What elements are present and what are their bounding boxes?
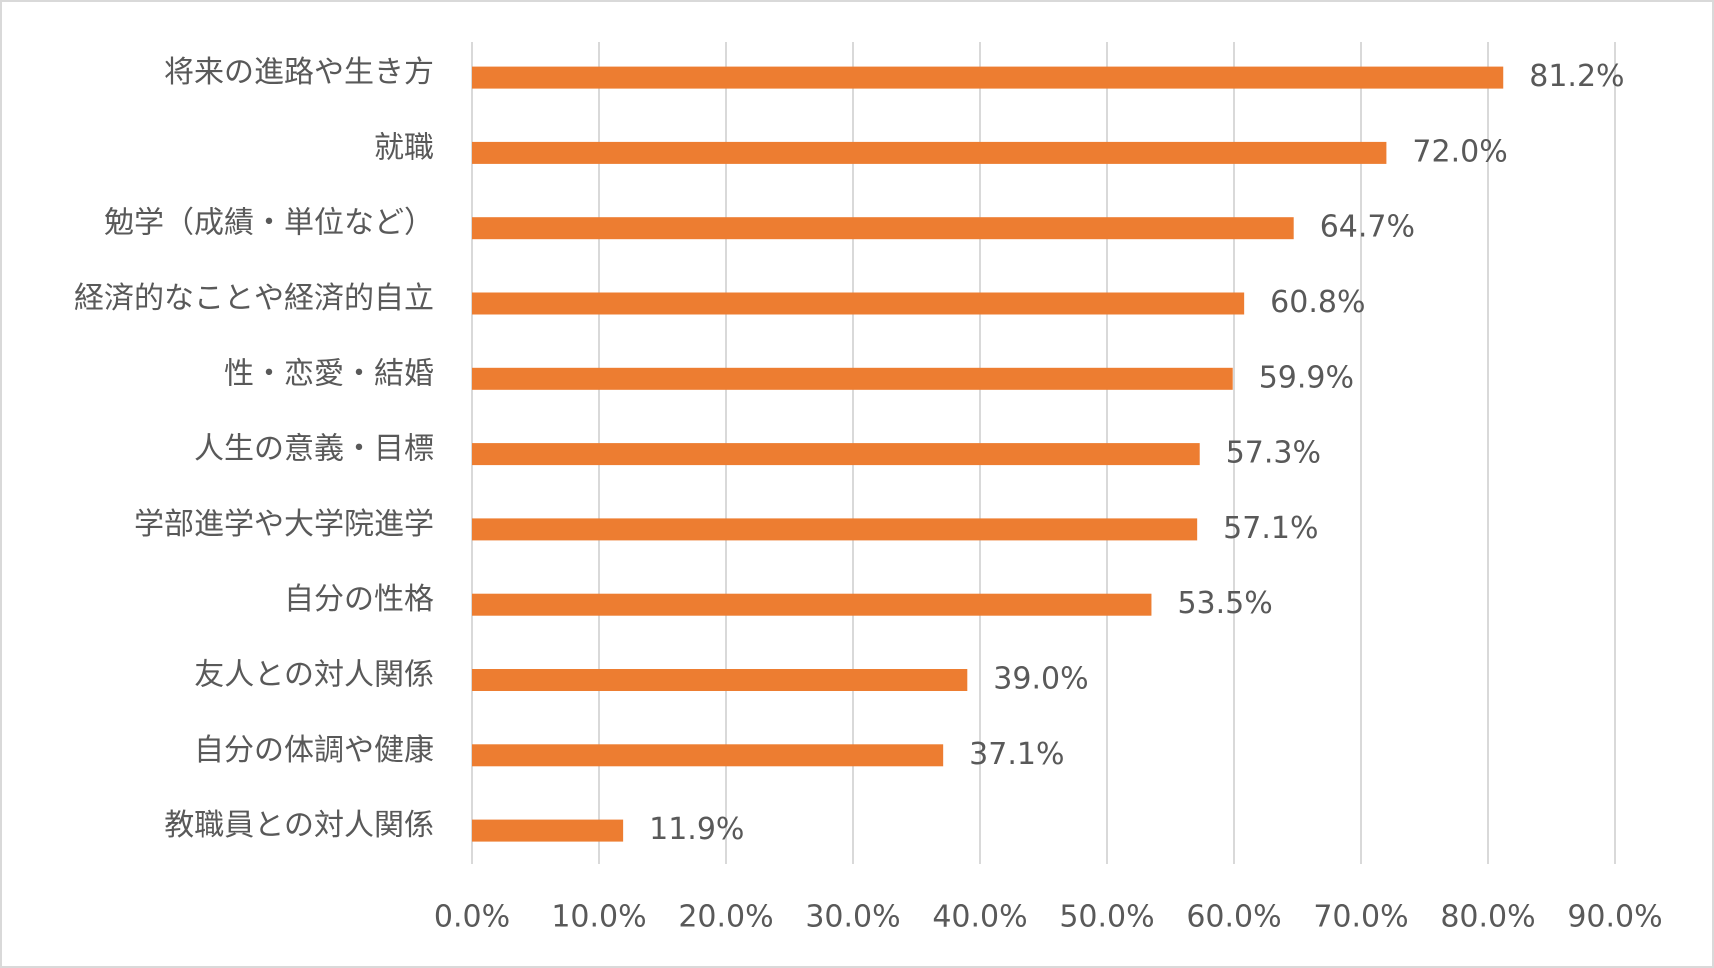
bar (472, 66, 1504, 89)
x-tick-label: 90.0% (1567, 900, 1662, 935)
x-tick-label: 60.0% (1186, 900, 1281, 935)
bar (472, 292, 1245, 315)
y-tick-label: 勉学（成績・単位など） (104, 206, 434, 241)
value-label: 81.2% (1529, 59, 1624, 94)
y-tick-label: 自分の性格 (284, 582, 434, 617)
y-tick-label: 性・恋愛・結婚 (224, 356, 434, 391)
value-label: 57.3% (1226, 436, 1321, 471)
y-tick-label: 学部進学や大学院進学 (134, 507, 434, 542)
y-tick-label: 教職員との対人関係 (164, 808, 434, 843)
value-label: 57.1% (1223, 511, 1318, 546)
value-label: 72.0% (1412, 134, 1507, 169)
bar (472, 593, 1152, 616)
value-label: 39.0% (993, 662, 1088, 697)
y-tick-label: 人生の意義・目標 (194, 432, 434, 467)
y-tick-label: 経済的なことや経済的自立 (74, 281, 434, 316)
value-label: 59.9% (1259, 360, 1354, 395)
x-tick-label: 40.0% (932, 900, 1027, 935)
y-tick-label: 自分の体調や健康 (194, 733, 434, 768)
bar (472, 518, 1198, 541)
x-tick-label: 0.0% (434, 900, 510, 935)
y-tick-label: 将来の進路や生き方 (164, 55, 434, 90)
value-label: 11.9% (649, 812, 744, 847)
bar (472, 217, 1294, 240)
x-tick-label: 70.0% (1313, 900, 1408, 935)
bar (472, 443, 1200, 466)
value-label: 60.8% (1270, 285, 1365, 320)
x-tick-label: 20.0% (678, 900, 773, 935)
value-label: 64.7% (1320, 210, 1415, 245)
x-tick-label: 30.0% (805, 900, 900, 935)
x-tick-label: 80.0% (1440, 900, 1535, 935)
bar (472, 141, 1387, 164)
bar (472, 669, 968, 691)
bar (472, 819, 624, 842)
value-label: 53.5% (1177, 586, 1272, 621)
value-label: 37.1% (969, 737, 1064, 772)
bar (472, 744, 944, 767)
y-tick-label: 就職 (374, 130, 434, 165)
bar (472, 367, 1233, 390)
x-tick-label: 50.0% (1059, 900, 1154, 935)
y-tick-label: 友人との対人関係 (194, 658, 434, 693)
x-tick-label: 10.0% (551, 900, 646, 935)
